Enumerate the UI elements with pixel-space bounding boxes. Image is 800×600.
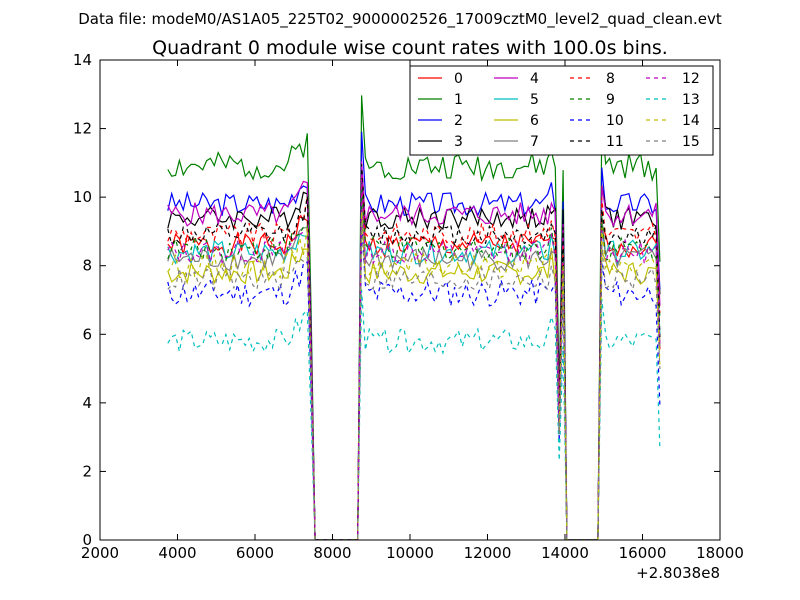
series-line-8	[167, 171, 661, 540]
legend-label-6: 6	[530, 113, 539, 129]
y-tick-label: 12	[73, 120, 92, 138]
series-line-1	[167, 95, 661, 540]
series-line-6	[167, 214, 661, 540]
series-line-14	[167, 211, 661, 540]
series-line-11	[167, 164, 661, 540]
x-tick-label: 12000	[464, 544, 512, 562]
x-tick-label: 4000	[158, 544, 196, 562]
legend-label-5: 5	[530, 92, 539, 108]
figure-suptitle: Data file: modeM0/AS1A05_225T02_90000025…	[78, 10, 722, 29]
series-line-5	[167, 196, 661, 540]
x-tick-label: 14000	[541, 544, 589, 562]
x-tick-label: 2000	[81, 544, 119, 562]
series-line-10	[167, 224, 661, 540]
axis-ticks: 2000 4000 6000 8000 10000 12000 14000 16000 1800…	[73, 51, 744, 562]
y-tick-label: 6	[82, 325, 92, 343]
legend-label-2: 2	[454, 113, 463, 129]
x-axis-offset-label: +2.8038e8	[636, 564, 720, 582]
series-line-4	[167, 161, 661, 540]
legend-label-1: 1	[454, 92, 463, 108]
series-layer	[167, 95, 661, 540]
legend-label-12: 12	[682, 71, 700, 87]
legend-label-4: 4	[530, 71, 539, 87]
x-tick-label: 8000	[313, 544, 351, 562]
legend-label-0: 0	[454, 71, 463, 87]
x-tick-label: 10000	[386, 544, 434, 562]
x-tick-label: 6000	[236, 544, 274, 562]
legend-label-10: 10	[606, 113, 624, 129]
series-line-9	[167, 182, 661, 540]
y-tick-label: 10	[73, 188, 92, 206]
legend-label-9: 9	[606, 92, 615, 108]
x-tick-label: 16000	[619, 544, 667, 562]
y-tick-label: 8	[82, 257, 92, 275]
y-tick-label: 14	[73, 51, 92, 69]
x-tick-label: 18000	[696, 544, 744, 562]
series-line-13	[167, 289, 661, 540]
legend-label-14: 14	[682, 113, 700, 129]
legend-label-13: 13	[682, 92, 700, 108]
legend-label-3: 3	[454, 134, 463, 150]
legend-box	[409, 65, 714, 156]
y-tick-label: 2	[82, 462, 92, 480]
y-tick-label: 4	[82, 394, 92, 412]
series-line-3	[167, 166, 661, 540]
series-line-15	[167, 222, 661, 540]
y-tick-label: 0	[82, 531, 92, 549]
chart-title: Quadrant 0 module wise count rates with …	[152, 37, 668, 59]
legend-label-8: 8	[606, 71, 615, 87]
legend-label-11: 11	[606, 134, 624, 150]
legend-label-7: 7	[530, 134, 539, 150]
series-line-2	[167, 131, 661, 540]
legend-label-15: 15	[682, 134, 700, 150]
